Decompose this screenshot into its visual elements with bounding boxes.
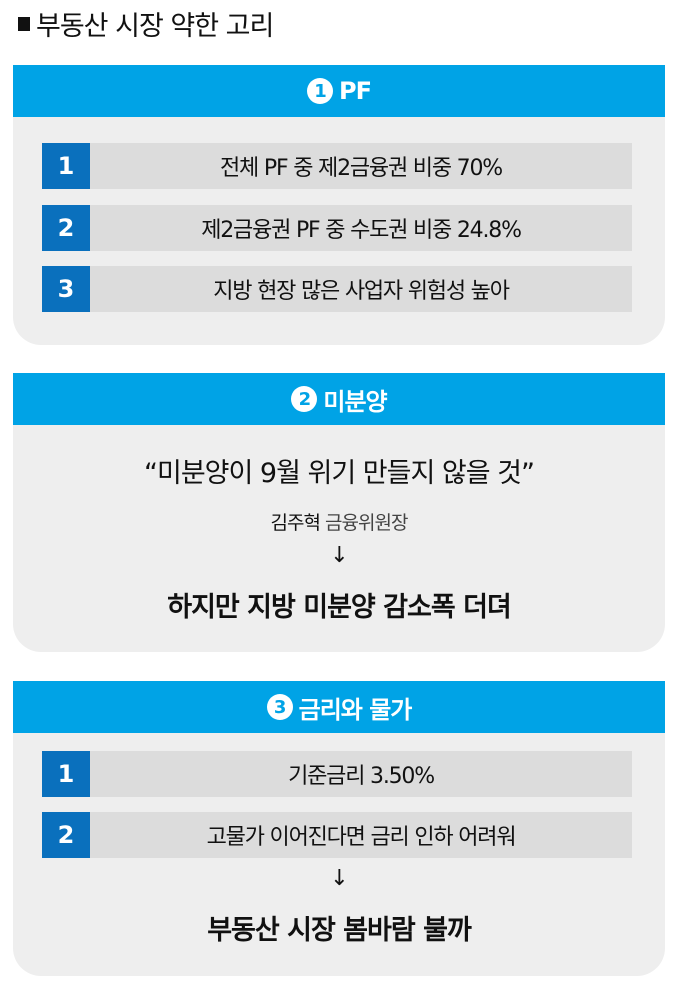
result-text: 부동산 시장 봄바람 불까 (207, 915, 472, 946)
section-header: 1 PF (13, 65, 665, 117)
section-pf: 1 PF 1 전체 PF 중 제2금융권 비중 70% 2 제2금융권 PF 중 수… (13, 65, 665, 345)
list-item: 1 전체 PF 중 제2금융권 비중 70% (42, 143, 632, 189)
result-text: 하지만 지방 미분양 감소폭 더뎌 (167, 592, 512, 623)
item-number: 1 (42, 751, 90, 797)
item-text: 지방 현장 많은 사업자 위험성 높아 (213, 279, 510, 304)
item-text: 기준금리 3.50% (288, 764, 435, 789)
section-rates-prices: 3 금리와 물가 1 기준금리 3.50% 2 고물가 이어진다면 금리 인하 어려… (13, 681, 665, 976)
item-number: 3 (42, 266, 90, 312)
item-number: 2 (42, 205, 90, 251)
quote-text: “미분양이 9월 위기 만들지 않을 것” (144, 458, 535, 489)
section-heading: 미분양 (323, 387, 387, 416)
section-heading: 금리와 물가 (298, 695, 413, 724)
section-header: 3 금리와 물가 (13, 681, 665, 733)
section-header: 2 미분양 (13, 373, 665, 425)
title-text: 부동산 시장 약한 고리 (36, 11, 274, 42)
section-body: “미분양이 9월 위기 만들지 않을 것” 김주혁 금융위원장 ↓ 하지만 지방… (13, 425, 665, 652)
speaker-name: 김주혁 (270, 512, 321, 534)
item-text: 전체 PF 중 제2금융권 비중 70% (220, 156, 503, 181)
section-number-badge: 1 (307, 78, 333, 104)
section-number-badge: 3 (266, 694, 293, 720)
arrow-down-icon: ↓ (330, 543, 348, 568)
item-number: 1 (42, 143, 90, 189)
speaker: 김주혁 금융위원장 (13, 508, 665, 535)
infographic-title: 부동산 시장 약한 고리 (18, 4, 274, 43)
arrow-down-icon: ↓ (330, 866, 348, 891)
item-text: 제2금융권 PF 중 수도권 비중 24.8% (201, 218, 522, 243)
section-body: 1 전체 PF 중 제2금융권 비중 70% 2 제2금융권 PF 중 수도권 비중… (13, 117, 665, 345)
square-bullet-icon (18, 17, 30, 31)
item-text: 고물가 이어진다면 금리 인하 어려워 (206, 825, 517, 850)
section-unsold: 2 미분양 “미분양이 9월 위기 만들지 않을 것” 김주혁 금융위원장 ↓ … (13, 373, 665, 652)
item-number: 2 (42, 812, 90, 858)
list-item: 3 지방 현장 많은 사업자 위험성 높아 (42, 266, 632, 312)
section-number-badge: 2 (291, 386, 318, 412)
section-body: 1 기준금리 3.50% 2 고물가 이어진다면 금리 인하 어려워 ↓ 부동산 시… (13, 733, 665, 976)
list-item: 2 고물가 이어진다면 금리 인하 어려워 (42, 812, 632, 858)
speaker-role: 금융위원장 (325, 512, 408, 534)
list-item: 2 제2금융권 PF 중 수도권 비중 24.8% (42, 205, 632, 251)
list-item: 1 기준금리 3.50% (42, 751, 632, 797)
section-heading: PF (339, 77, 372, 105)
